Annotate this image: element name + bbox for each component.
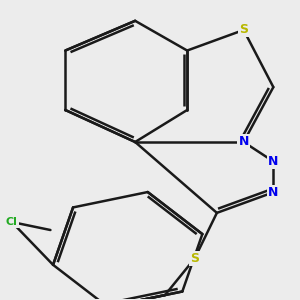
Text: N: N: [268, 186, 278, 199]
Text: S: S: [239, 23, 248, 37]
Text: N: N: [238, 136, 249, 148]
Text: Cl: Cl: [6, 217, 18, 227]
Text: S: S: [190, 252, 199, 265]
Text: N: N: [268, 155, 278, 168]
